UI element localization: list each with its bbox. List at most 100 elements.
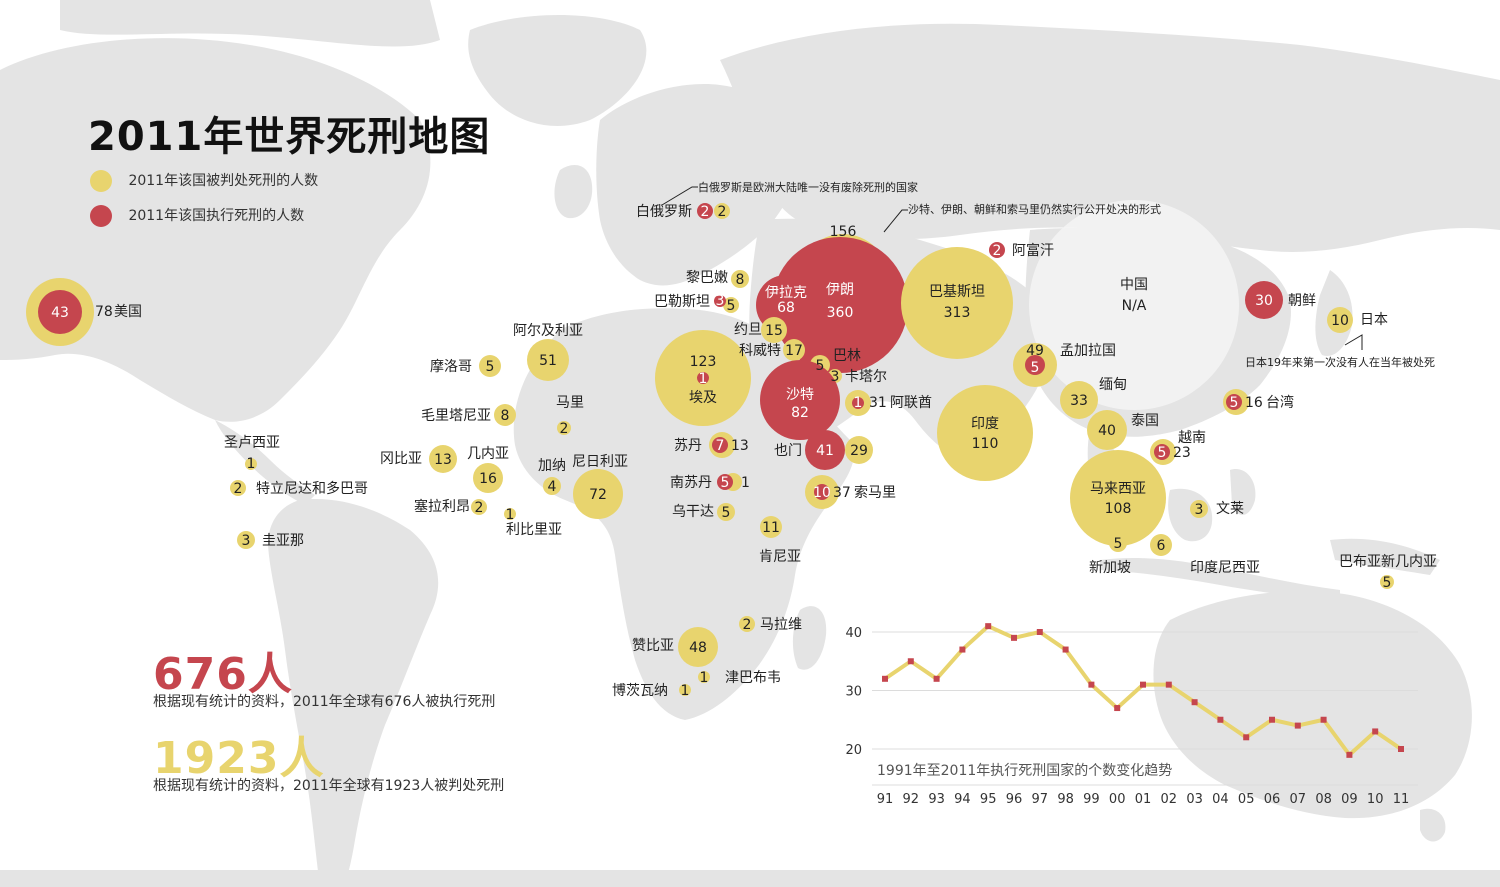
country-20-sentenced-value: 16	[1245, 395, 1263, 411]
country-0-name: 美国	[114, 304, 142, 320]
country-24-sentenced-value: 5	[1114, 536, 1123, 552]
belarus-note: 白俄罗斯是欧洲大陆唯一没有废除死刑的国家	[698, 180, 918, 194]
country-13-name: 阿富汗	[1012, 242, 1054, 259]
country-12-sentenced-bubble	[901, 247, 1013, 359]
country-33-sentenced-value: 13	[434, 452, 452, 468]
country-7-name: 科威特	[739, 343, 781, 359]
page-title: 2011年世界死刑地图	[88, 114, 491, 160]
country-42-executed-bubble	[805, 430, 845, 470]
country-25-sentenced-bubble	[1150, 534, 1172, 556]
country-36-sentenced-bubble	[573, 469, 623, 519]
country-0-executed-value: 43	[51, 305, 69, 321]
country-11-name: 阿联酋	[890, 394, 932, 411]
country-24-name: 新加坡	[1089, 560, 1131, 576]
trend-point	[1088, 681, 1095, 688]
trend-point	[1062, 646, 1069, 653]
country-29-name: 摩洛哥	[430, 358, 472, 375]
trend-point	[1346, 751, 1353, 758]
country-29-sentenced-value: 5	[486, 359, 495, 375]
sentenced-total: 1923人	[153, 733, 325, 784]
country-5-executed-bubble	[772, 237, 908, 373]
legend-executed-label: 2011年该国执行死刑的人数	[128, 208, 305, 224]
country-47-sentenced-value: 1	[700, 670, 709, 686]
country-34-sentenced-bubble	[473, 463, 503, 493]
country-13-executed-value: 2	[993, 243, 1002, 259]
country-39-executed-value: 7	[716, 438, 725, 454]
legend-sentenced-dot	[90, 170, 112, 192]
country-10-executed-value: 82	[791, 405, 809, 421]
x-tick-label: 03	[1186, 792, 1203, 807]
trend-point	[1372, 728, 1379, 735]
trend-point	[985, 623, 992, 630]
country-20-executed-value: 5	[1230, 395, 1239, 411]
country-1-name: 白俄罗斯	[636, 204, 692, 220]
trend-point	[959, 646, 966, 653]
trend-point	[1320, 716, 1327, 723]
country-36-sentenced-value: 72	[589, 487, 607, 503]
country-30-name: 埃及	[689, 390, 717, 406]
x-tick-label: 97	[1032, 792, 1049, 807]
trend-point	[1269, 716, 1275, 723]
country-2-sentenced-bubble	[731, 270, 749, 288]
country-30-executed-value: 1	[699, 371, 708, 387]
x-tick-label: 10	[1367, 792, 1384, 807]
country-18-name: 缅甸	[1099, 377, 1127, 393]
country-40-sentenced-value: 1	[741, 475, 750, 491]
country-16-sentenced-value: 10	[1331, 313, 1349, 329]
country-21-executed-value: 5	[1158, 445, 1167, 461]
public-note-leader	[883, 209, 908, 233]
country-43-name: 索马里	[854, 484, 896, 501]
legend-executed-dot	[90, 205, 112, 227]
x-tick-label: 07	[1290, 792, 1307, 807]
country-15-name: 朝鲜	[1288, 293, 1316, 309]
country-48-sentenced-value: 1	[681, 683, 690, 699]
country-34-sentenced-value: 16	[479, 471, 497, 487]
x-tick-label: 99	[1083, 792, 1100, 807]
country-36-name: 尼日利亚	[572, 454, 628, 470]
country-5-name: 伊朗	[826, 282, 854, 298]
trend-point	[1165, 681, 1172, 688]
country-3-executed-value: 3	[716, 293, 725, 309]
country-27-sentenced-bubble	[1380, 575, 1394, 589]
country-17-sentenced-value: 49	[1026, 343, 1044, 359]
legend-sentenced-label: 2011年该国被判处死刑的人数	[128, 173, 319, 189]
x-tick-label: 96	[1006, 792, 1023, 807]
country-30-sentenced-value: 123	[690, 354, 717, 370]
country-42-name: 也门	[774, 443, 802, 459]
legend-sentenced: 2011年该国被判处死刑的人数	[90, 170, 318, 192]
country-39-executed-bubble	[712, 437, 728, 453]
country-10-name: 沙特	[786, 387, 814, 403]
x-tick-label: 06	[1264, 792, 1281, 807]
legend-executed: 2011年该国执行死刑的人数	[90, 205, 304, 227]
country-6-sentenced-value: 15	[765, 323, 783, 339]
country-37-sentenced-bubble	[471, 499, 487, 515]
belarus-note-leader	[661, 186, 698, 206]
country-7-sentenced-value: 17	[785, 343, 803, 359]
country-5-executed-value: 360	[827, 305, 854, 321]
x-tick-label: 09	[1341, 792, 1358, 807]
country-6-name: 约旦	[734, 322, 762, 338]
trend-point	[1036, 629, 1043, 635]
x-tick-label: 04	[1212, 792, 1229, 807]
country-1-executed-bubble	[697, 203, 713, 219]
x-tick-label: 08	[1315, 792, 1332, 807]
country-0-executed-bubble	[38, 290, 82, 334]
country-9-name: 卡塔尔	[845, 369, 887, 385]
country-1-executed-value: 2	[701, 204, 710, 220]
country-22-name: 印度	[971, 416, 999, 432]
country-42-sentenced-value: 29	[850, 443, 868, 459]
country-43-executed-value: 10	[813, 485, 831, 501]
country-35-sentenced-bubble	[543, 477, 561, 495]
country-38-sentenced-bubble	[504, 508, 516, 520]
country-38-sentenced-value: 1	[506, 507, 515, 523]
country-19-sentenced-value: 40	[1098, 423, 1116, 439]
country-23-sentenced-value: 108	[1105, 501, 1132, 517]
country-20-executed-bubble	[1226, 394, 1242, 410]
country-23-name: 马来西亚	[1090, 481, 1146, 497]
country-7-sentenced-bubble	[783, 339, 805, 361]
country-39-sentenced-value: 13	[731, 438, 749, 454]
x-tick-label: 01	[1135, 792, 1152, 807]
country-32-name: 马里	[556, 395, 584, 411]
country-41-sentenced-bubble	[717, 503, 735, 521]
country-12-name: 巴基斯坦	[929, 283, 985, 300]
